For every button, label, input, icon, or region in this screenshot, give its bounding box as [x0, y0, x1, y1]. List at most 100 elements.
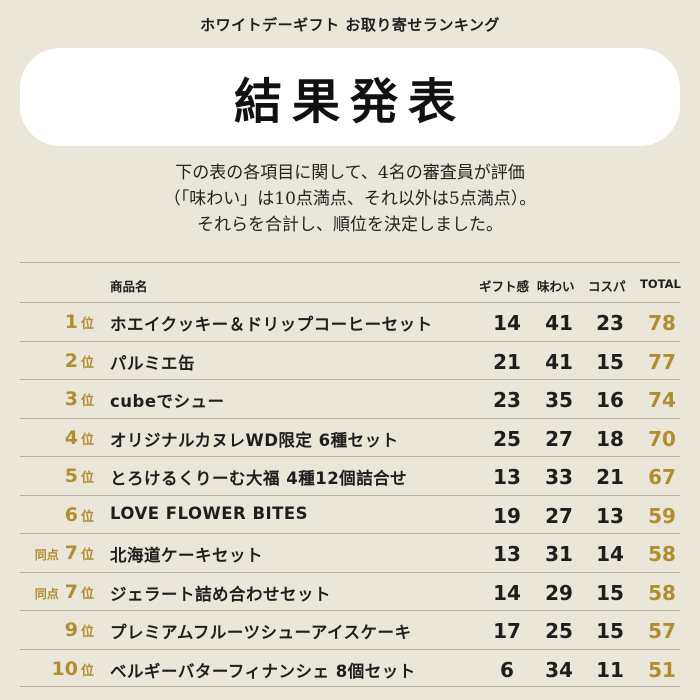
product-name: cubeでシュー — [110, 392, 225, 411]
rank-number: 5 — [64, 465, 78, 487]
score-gift: 17 — [493, 619, 521, 643]
score-total: 58 — [648, 580, 676, 605]
score-total: 59 — [648, 503, 676, 528]
table-row: 同点 7 位 北海道ケーキセット 13 31 14 58 — [20, 533, 680, 572]
score-total: 78 — [648, 311, 676, 335]
rank-unit: 位 — [80, 471, 94, 486]
score-cospa: 15 — [596, 619, 624, 643]
score-gift: 25 — [493, 426, 521, 451]
rank-unit: 位 — [80, 355, 94, 371]
table-body: 1 位ホエイクッキー＆ドリップコーヒーセット 14 41 23 78 2 位パルミエ缶 21 41… — [20, 302, 680, 687]
rank-unit: 位 — [80, 394, 94, 409]
score-cospa: 21 — [596, 465, 624, 489]
tie-label: 同点 — [34, 548, 59, 562]
score-taste: 34 — [545, 657, 573, 682]
score-cospa: 15 — [596, 580, 624, 605]
score-total: 51 — [648, 657, 676, 682]
score-gift: 6 — [500, 657, 514, 682]
table-row: 同点 7 位ジェラート詰め合わせセット 14 29 15 58 — [20, 571, 680, 611]
rank-unit: 位 — [80, 548, 94, 563]
rank-label: 同点 7 位 — [35, 542, 94, 564]
page-subtitle: ホワイトデーギフト お取り寄せランキング — [200, 16, 500, 34]
description: 下の表の各項目に関して、4名の審査員が評価 （「味わい」は10点満点、それ以外は… — [0, 160, 700, 238]
score-cospa: 15 — [596, 349, 624, 374]
score-total: 77 — [648, 349, 676, 374]
score-total: 57 — [648, 619, 676, 643]
score-taste: 35 — [545, 388, 573, 412]
table-row: 5 位とろけるくりーむ大福 4種12個詰合せ 13 33 21 67 — [20, 456, 680, 495]
score-gift: 23 — [493, 388, 521, 412]
rank-unit: 位 — [80, 663, 94, 679]
table-row: 2 位パルミエ缶 21 41 15 77 — [20, 340, 680, 380]
rank-unit: 位 — [80, 625, 94, 640]
description-line: それらを合計し、順位を決定しました。 — [197, 215, 503, 235]
column-header-taste: 味わい — [537, 279, 575, 294]
score-gift: 13 — [493, 542, 521, 566]
product-name: ベルギーバターフィナンシェ 8個セット — [110, 661, 416, 681]
description-line: （「味わい」は10点満点、それ以外は5点満点）。 — [163, 189, 537, 209]
column-header-cospa: コスパ — [588, 279, 626, 294]
score-gift: 19 — [493, 503, 521, 528]
description-line: 下の表の各項目に関して、4名の審査員が評価 — [175, 163, 525, 183]
rank-number: 2 — [64, 349, 78, 372]
rank-label: 同点 7 位 — [35, 581, 94, 603]
table-row: 6 位 LOVE FLOWER BITES 19 27 13 59 — [20, 494, 680, 534]
rank-unit: 位 — [80, 432, 94, 448]
table-row: 3 位 cubeでシュー 23 35 16 74 — [20, 379, 680, 418]
product-name: とろけるくりーむ大福 4種12個詰合せ — [110, 469, 408, 488]
rank-number: 7 — [64, 542, 78, 564]
column-header-name: 商品名 — [110, 279, 148, 294]
score-total: 58 — [648, 542, 676, 566]
score-taste: 27 — [545, 426, 573, 451]
score-taste: 31 — [545, 542, 573, 566]
score-gift: 14 — [493, 311, 521, 335]
score-taste: 25 — [545, 619, 573, 643]
score-cospa: 16 — [596, 388, 624, 412]
score-total: 67 — [648, 465, 676, 489]
score-gift: 13 — [493, 465, 521, 489]
product-name: 北海道ケーキセット — [110, 546, 263, 565]
product-name: プレミアムフルーツシューアイスケーキ — [110, 623, 412, 642]
score-cospa: 14 — [596, 542, 624, 566]
rank-number: 9 — [64, 619, 78, 641]
score-cospa: 13 — [596, 503, 624, 528]
product-name: ホエイクッキー＆ドリップコーヒーセット — [110, 315, 433, 334]
title-banner: 結果発表 — [20, 48, 680, 146]
score-cospa: 18 — [596, 426, 624, 451]
rank-label: 10 位 — [46, 658, 94, 680]
rank-unit: 位 — [80, 586, 94, 602]
table-row: 4 位オリジナルカヌレWD限定 6種セット 25 27 18 70 — [20, 417, 680, 457]
rank-number: 6 — [64, 503, 78, 526]
score-gift: 14 — [493, 580, 521, 605]
rank-number: 1 — [64, 311, 78, 333]
rank-unit: 位 — [80, 509, 94, 525]
score-taste: 41 — [545, 349, 573, 374]
product-name: パルミエ缶 — [110, 353, 195, 373]
score-gift: 21 — [493, 349, 521, 374]
product-name: ジェラート詰め合わせセット — [110, 584, 331, 604]
table-row: 1 位ホエイクッキー＆ドリップコーヒーセット 14 41 23 78 — [20, 302, 680, 341]
product-name: オリジナルカヌレWD限定 6種セット — [110, 430, 399, 450]
ranking-table: 商品名 ギフト感 味わい コスパ TOTAL 1 位ホエイクッキー＆ドリップコーヒ… — [20, 262, 681, 687]
rank-number: 3 — [64, 388, 78, 410]
table-row: 9 位プレミアムフルーツシューアイスケーキ 17 25 15 57 — [20, 610, 680, 649]
score-total: 70 — [648, 426, 676, 451]
table-header: 商品名 ギフト感 味わい コスパ TOTAL — [20, 262, 681, 302]
score-cospa: 11 — [596, 657, 624, 682]
product-name: LOVE FLOWER BITES — [110, 503, 309, 523]
rank-number: 7 — [64, 580, 78, 603]
score-taste: 33 — [545, 465, 573, 489]
column-header-gift: ギフト感 — [479, 279, 530, 294]
column-header-total: TOTAL — [640, 277, 681, 291]
tie-label: 同点 — [34, 586, 59, 601]
score-total: 74 — [648, 388, 676, 412]
score-cospa: 23 — [596, 311, 624, 335]
score-taste: 29 — [545, 580, 573, 605]
rank-unit: 位 — [80, 317, 94, 332]
